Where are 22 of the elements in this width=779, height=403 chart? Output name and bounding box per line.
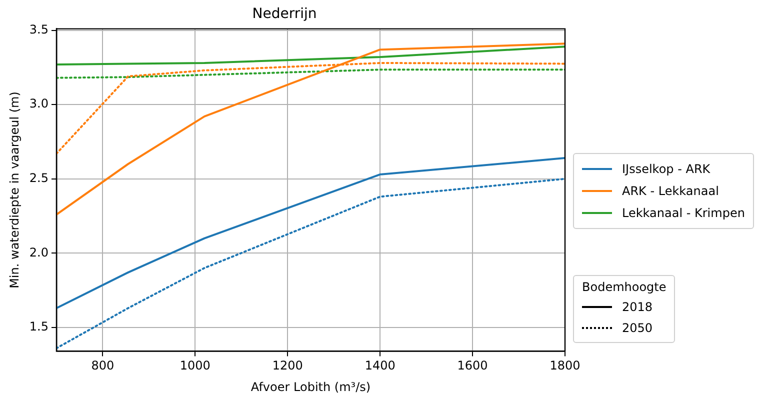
- line-series: [56, 68, 565, 79]
- x-tick-label: 1800: [550, 358, 580, 373]
- y-tick-label: 1.5: [29, 320, 48, 334]
- x-tick-label: 1000: [180, 358, 210, 373]
- y-tick-label: 3.0: [29, 96, 48, 111]
- y-tick-label: 2.0: [29, 245, 48, 260]
- y-tick-label: 2.5: [29, 170, 48, 185]
- y-tick-label: 3.5: [29, 22, 48, 36]
- x-tick-label: 1200: [272, 358, 303, 373]
- text: 2018: [622, 300, 653, 314]
- legend-label: Lekkanaal - Krimpen: [622, 206, 745, 220]
- chart-title: Nederrijn: [252, 6, 317, 22]
- legend-label: IJsselkop - ARK: [622, 162, 710, 176]
- x-tick-label: 800: [91, 358, 114, 373]
- y-axis-title: Min. waterdiepte in vaargeul (m): [7, 92, 22, 288]
- legend-label: ARK - Lekkanaal: [622, 184, 719, 198]
- text: 2050: [622, 320, 653, 334]
- x-axis-title: Afvoer Lobith (m³/s): [250, 380, 371, 394]
- x-tick-label: 1400: [364, 358, 396, 373]
- line-series: [56, 178, 565, 350]
- x-tick-label: 1600: [457, 358, 488, 373]
- legend-title: Bodemhoogte: [582, 280, 666, 294]
